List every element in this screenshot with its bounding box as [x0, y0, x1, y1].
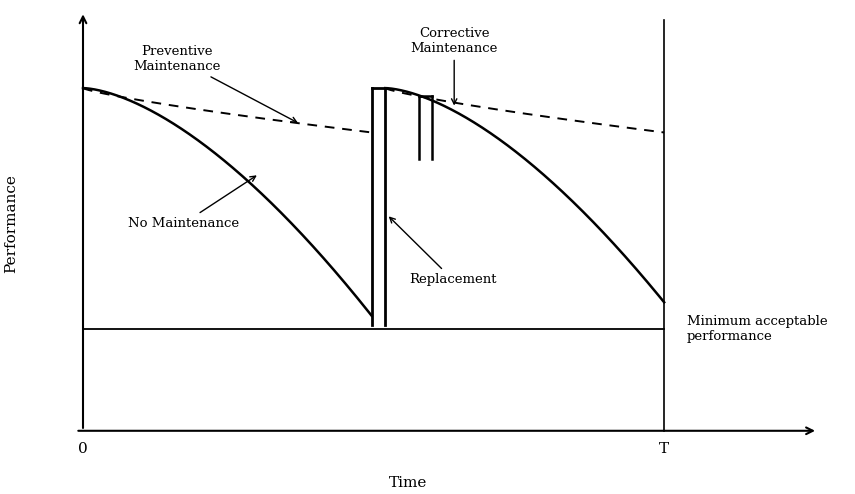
- Text: T: T: [659, 442, 669, 456]
- Text: Minimum acceptable
performance: Minimum acceptable performance: [687, 315, 828, 343]
- Text: Preventive
Maintenance: Preventive Maintenance: [133, 45, 297, 122]
- Text: No Maintenance: No Maintenance: [128, 176, 256, 230]
- Text: Performance: Performance: [3, 174, 18, 273]
- Text: Replacement: Replacement: [390, 217, 497, 286]
- Text: 0: 0: [78, 442, 88, 456]
- Text: Time: Time: [389, 476, 428, 490]
- Text: Corrective
Maintenance: Corrective Maintenance: [410, 27, 498, 104]
